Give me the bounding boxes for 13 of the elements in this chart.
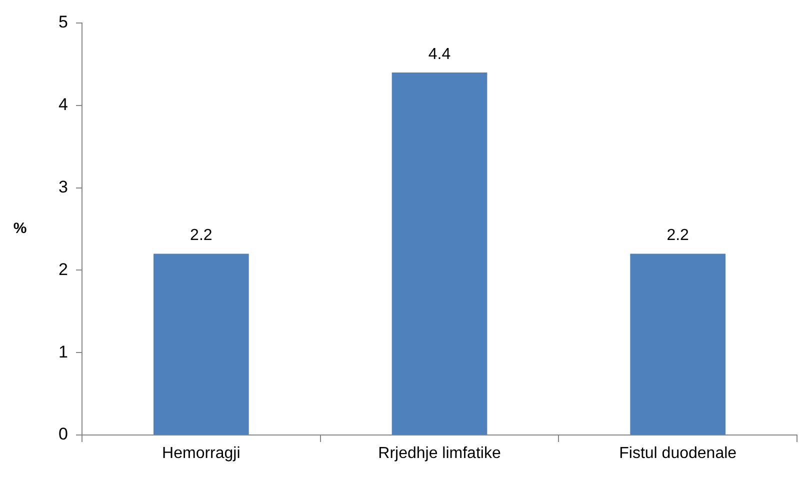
- data-label: 4.4: [428, 46, 451, 63]
- x-tick-label: Rrjedhje limfatike: [378, 445, 501, 462]
- y-tick-label: 4: [58, 95, 68, 114]
- x-tick-label: Fistul duodenale: [619, 445, 737, 462]
- y-tick-label: 0: [58, 424, 68, 444]
- y-tick-label: 3: [58, 177, 68, 196]
- y-axis-title: %: [13, 220, 27, 238]
- y-tick-label: 5: [58, 12, 68, 32]
- data-label: 2.2: [190, 227, 212, 244]
- x-tick-label: Hemorragji: [162, 445, 240, 462]
- y-tick-label: 2: [58, 260, 68, 279]
- y-tick-label: 1: [58, 342, 68, 362]
- data-label: 2.2: [666, 227, 690, 244]
